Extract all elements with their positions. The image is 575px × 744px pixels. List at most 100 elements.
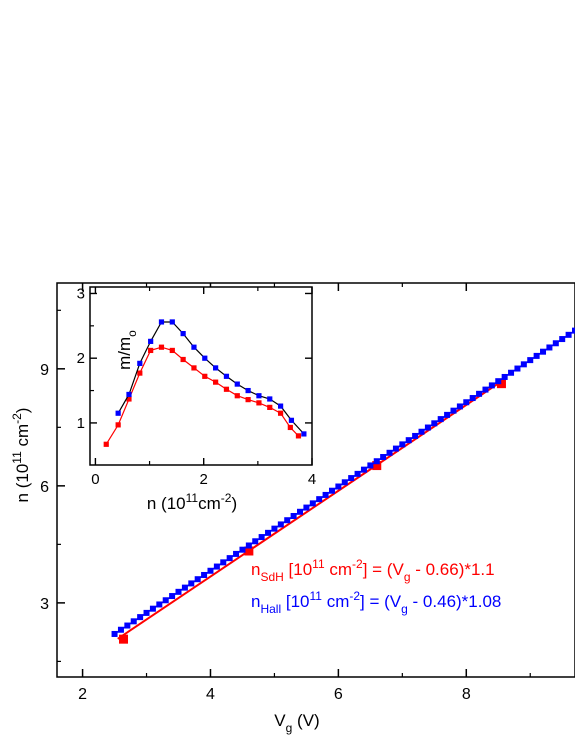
hall-point xyxy=(437,416,444,423)
inset-x-tick-label: 0 xyxy=(91,471,99,488)
hall-point xyxy=(233,550,240,557)
hall-point xyxy=(316,496,323,503)
inset-point xyxy=(267,396,273,402)
hall-point xyxy=(207,567,214,574)
hall-point xyxy=(450,407,457,414)
legend-entry-hall: nHall [1011 cm-2] = (Vg - 0.46)*1.08 xyxy=(251,589,501,616)
hall-point xyxy=(514,365,521,372)
inset-point xyxy=(234,381,240,387)
hall-point xyxy=(392,445,399,452)
inset-y-tick-label: 1 xyxy=(77,415,85,432)
inset-point xyxy=(180,331,186,337)
inset-point xyxy=(103,441,109,447)
inset-point xyxy=(256,393,262,399)
y-tick-label: 6 xyxy=(40,479,49,496)
inset-point xyxy=(148,338,154,344)
hall-point xyxy=(175,588,182,595)
hall-point xyxy=(213,563,220,570)
hall-point xyxy=(431,420,438,427)
hall-point xyxy=(322,491,329,498)
inset-point xyxy=(223,373,230,379)
hall-point xyxy=(565,331,572,338)
hall-point xyxy=(335,483,342,490)
inset-axes: 0 2 4 1 2 3 xyxy=(77,285,317,488)
inset-point xyxy=(267,404,273,410)
hall-point xyxy=(463,399,470,406)
x-axis-title: Vg (V) xyxy=(274,711,319,735)
inset-point xyxy=(256,400,262,406)
hall-point xyxy=(194,576,201,583)
y-tick-label: 9 xyxy=(40,362,49,379)
hall-point xyxy=(533,352,540,359)
inset-point xyxy=(137,370,143,376)
sdh-point xyxy=(244,546,254,556)
hall-point xyxy=(386,449,393,456)
hall-point xyxy=(520,361,527,368)
inset-point xyxy=(158,319,165,325)
hall-point xyxy=(188,580,195,587)
x-tick-label: 4 xyxy=(206,686,215,703)
hall-point xyxy=(405,437,412,444)
hall-point xyxy=(181,584,188,591)
hall-point xyxy=(277,521,284,528)
hall-point xyxy=(290,512,297,519)
sdh-point xyxy=(496,379,506,389)
hall-point xyxy=(201,571,208,578)
inset-point xyxy=(148,347,154,354)
inset-point xyxy=(126,396,132,402)
hall-point xyxy=(469,395,476,402)
sdh-point xyxy=(119,634,129,644)
hall-point xyxy=(117,626,124,633)
inset-point xyxy=(213,379,219,385)
legend: nSdH [1011 cm-2] = (Vg - 0.66)*1.1 nHall… xyxy=(251,557,501,616)
inset-y-tick-label: 2 xyxy=(77,350,85,367)
hall-point xyxy=(527,357,534,364)
hall-point xyxy=(124,622,131,629)
sdh-fit-line xyxy=(117,378,506,640)
inset-point xyxy=(287,424,293,431)
main-series xyxy=(111,327,575,644)
inset-point xyxy=(202,355,208,361)
hall-point xyxy=(271,525,278,532)
hall-point xyxy=(156,601,163,608)
inset-y-axis-title: m/mo xyxy=(115,330,139,370)
inset-point xyxy=(288,417,295,423)
hall-point xyxy=(354,470,361,477)
hall-point xyxy=(348,475,355,482)
inset-point xyxy=(169,347,175,354)
x-tick-label: 6 xyxy=(334,686,343,703)
hall-point xyxy=(476,390,483,397)
hall-point xyxy=(149,605,156,612)
hall-point xyxy=(252,538,259,545)
hall-point xyxy=(412,432,419,439)
hall-point xyxy=(488,382,495,389)
inset-point xyxy=(180,356,186,363)
hall-point xyxy=(130,618,137,625)
hall-point xyxy=(162,597,169,604)
hall-point xyxy=(559,336,566,343)
hall-point xyxy=(245,542,252,549)
inset-x-tick-label: 4 xyxy=(308,471,316,488)
hall-point xyxy=(546,344,553,351)
inset-point xyxy=(191,344,197,350)
main-plot-frame xyxy=(56,282,575,678)
hall-point xyxy=(552,340,559,347)
hall-point xyxy=(284,517,291,524)
inset-point xyxy=(213,365,219,371)
hall-point xyxy=(297,508,304,515)
inset-point xyxy=(277,410,284,416)
inset-point xyxy=(137,360,143,366)
hall-point xyxy=(399,441,406,448)
inset-point xyxy=(191,365,197,371)
hall-point xyxy=(239,546,246,553)
inset-point xyxy=(126,391,132,398)
inset-point xyxy=(245,397,251,403)
hall-point xyxy=(424,424,431,431)
hall-point xyxy=(456,403,463,410)
inset-data xyxy=(103,319,307,447)
x-tick-label: 2 xyxy=(78,686,87,703)
hall-point xyxy=(482,386,489,393)
hall-point xyxy=(111,630,118,637)
hall-point xyxy=(380,454,387,461)
